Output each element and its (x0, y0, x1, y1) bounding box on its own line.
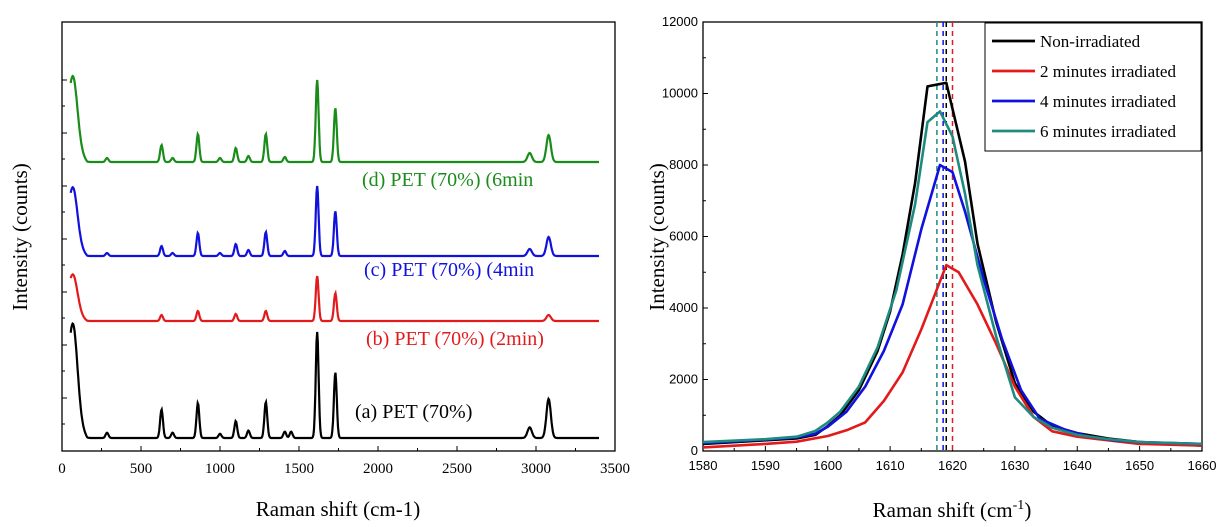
right-y-tick-label: 12000 (662, 14, 698, 29)
left-series-label: (a) PET (70%) (355, 401, 472, 423)
left-series-group (69, 74, 599, 440)
right-peak-markers (936, 22, 954, 451)
right-x-tick-label: 1580 (689, 458, 718, 473)
left-series-label: (d) PET (70%) (6min (362, 169, 533, 191)
right-x-axis: 1580 1590 1600 1610 1620 1630 1640 1650 1660 (689, 446, 1217, 473)
left-x-tick-label: 0 (58, 461, 66, 477)
left-x-tick-label: 1500 (284, 461, 314, 477)
left-series-label: (c) PET (70%) (4min (364, 259, 534, 281)
right-y-tick-label: 8000 (669, 157, 698, 172)
right-x-tick-label: 1600 (813, 458, 842, 473)
right-chart: 1580 1590 1600 1610 1620 1630 1640 1650 1660 0 20… (645, 14, 1216, 522)
left-x-tick-label: 3000 (521, 461, 551, 477)
left-chart: 0 500 1000 1500 2000 2500 3000 3500 (a) PET (70… (8, 21, 630, 521)
right-y-tick-label: 6000 (669, 229, 698, 244)
legend-label: 4 minutes irradiated (1040, 92, 1176, 111)
left-x-tick-label: 1000 (205, 461, 235, 477)
left-y-axis-title: Intensity (counts) (8, 163, 32, 311)
right-x-tick-label: 1630 (1000, 458, 1029, 473)
left-y-axis (62, 79, 67, 425)
legend-label: Non-irradiated (1040, 32, 1141, 51)
left-series-line (69, 321, 599, 440)
right-y-tick-label: 0 (691, 443, 698, 458)
right-x-tick-label: 1650 (1125, 458, 1154, 473)
left-x-tick-label: 2500 (442, 461, 472, 477)
left-series-line (69, 74, 599, 164)
right-series-line (702, 263, 1203, 449)
right-x-tick-label: 1620 (938, 458, 967, 473)
right-y-tick-label: 4000 (669, 300, 698, 315)
left-x-tick-label: 2000 (363, 461, 393, 477)
left-series-label: (b) PET (70%) (2min) (366, 328, 544, 350)
right-x-axis-title: Raman shift (cm-1) (873, 498, 1032, 522)
right-series-line (702, 110, 1203, 446)
legend-label: 6 minutes irradiated (1040, 122, 1176, 141)
right-x-tick-label: 1640 (1063, 458, 1092, 473)
left-plot-frame (61, 21, 616, 452)
left-series-line (69, 185, 599, 258)
right-y-axis-title: Intensity (counts) (645, 163, 669, 311)
left-series-labels: (a) PET (70%) (b) PET (70%) (2min) (c) PET… (355, 169, 544, 423)
right-series-group (702, 81, 1203, 449)
right-y-tick-label: 2000 (669, 372, 698, 387)
right-y-axis: 0 2000 4000 6000 8000 10000 12000 (662, 14, 708, 458)
left-x-tick-label: 500 (130, 461, 153, 477)
left-series-line (69, 273, 599, 323)
left-x-tick-label: 3500 (600, 461, 630, 477)
legend-label: 2 minutes irradiated (1040, 62, 1176, 81)
right-x-tick-label: 1660 (1188, 458, 1217, 473)
left-x-axis: 0 500 1000 1500 2000 2500 3000 3500 (58, 446, 630, 477)
left-x-axis-title: Raman shift (cm-1) (256, 497, 420, 521)
right-x-tick-label: 1590 (751, 458, 780, 473)
legend: Non-irradiated 2 minutes irradiated 4 minu… (984, 22, 1202, 152)
legend-items: Non-irradiated 2 minutes irradiated 4 minu… (992, 32, 1176, 141)
right-x-tick-label: 1610 (876, 458, 905, 473)
right-series-line (702, 163, 1203, 446)
right-y-tick-label: 10000 (662, 86, 698, 101)
